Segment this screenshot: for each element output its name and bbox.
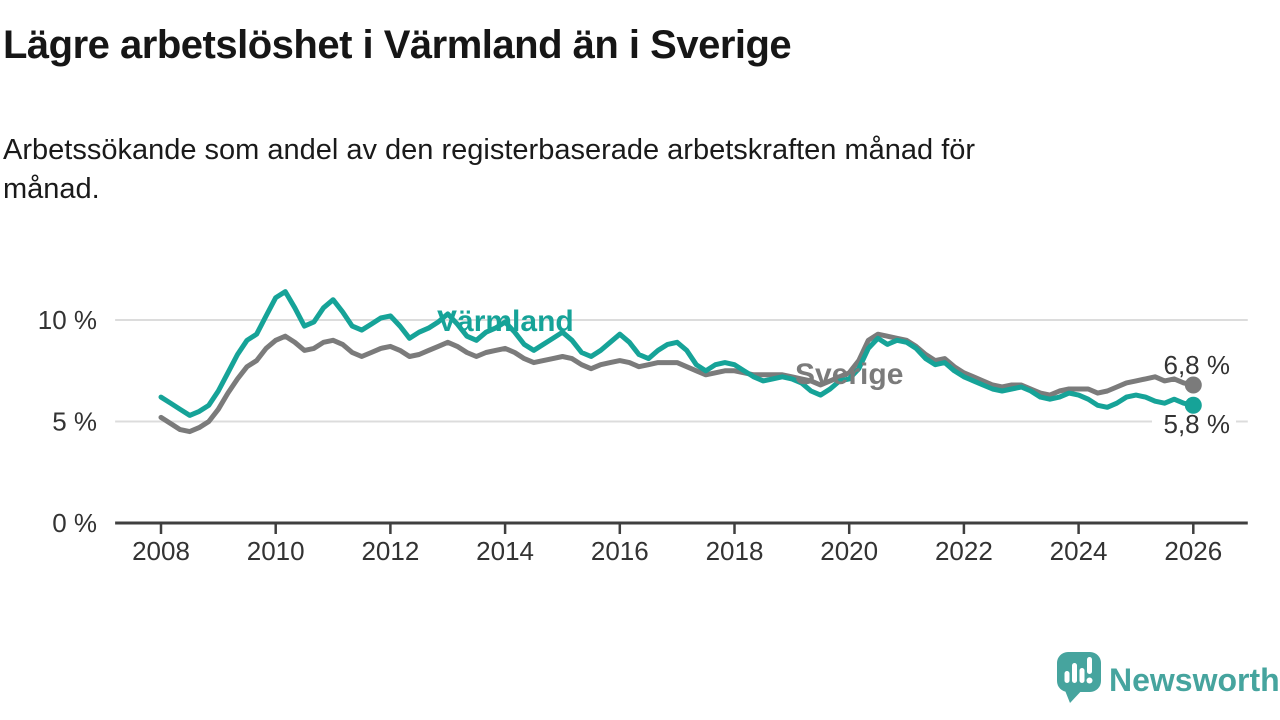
y-tick-label-5: 5 % bbox=[52, 407, 97, 437]
x-tick-label-2012: 2012 bbox=[361, 536, 419, 566]
x-tick-label-2020: 2020 bbox=[820, 536, 878, 566]
x-tick-label-2014: 2014 bbox=[476, 536, 534, 566]
y-tick-label-0: 0 % bbox=[52, 508, 97, 538]
end-value-varmland: 5,8 % bbox=[1164, 409, 1231, 439]
end-dot-värmland bbox=[1184, 396, 1202, 414]
end-dot-sverige bbox=[1184, 376, 1202, 394]
x-tick-label-2010: 2010 bbox=[247, 536, 305, 566]
series-label-sverige: Sverige bbox=[795, 358, 903, 391]
x-tick-label-2018: 2018 bbox=[706, 536, 764, 566]
brand-name: Newsworthy bbox=[1109, 662, 1280, 698]
chart-axis: 0 % 5 % 10 % 2008 2010 2012 2014 2016 2018 2020 20… bbox=[38, 305, 1248, 566]
x-tick-label-2026: 2026 bbox=[1164, 536, 1222, 566]
subtitle-line-1: Arbetssökande som andel av den registerb… bbox=[3, 134, 976, 166]
x-tick-label-2016: 2016 bbox=[591, 536, 649, 566]
series-label-varmland: Värmland bbox=[437, 305, 574, 338]
series-lines bbox=[158, 289, 1202, 435]
line-värmland bbox=[158, 289, 1196, 418]
x-tick-label-2022: 2022 bbox=[935, 536, 993, 566]
x-tick-label-2008: 2008 bbox=[132, 536, 190, 566]
x-tick-label-2024: 2024 bbox=[1050, 536, 1108, 566]
page-subtitle: Arbetssökande som andel av den registerb… bbox=[3, 131, 975, 209]
end-value-sverige: 6,8 % bbox=[1164, 350, 1231, 380]
y-tick-label-10: 10 % bbox=[38, 305, 97, 335]
subtitle-line-2: månad. bbox=[3, 173, 100, 205]
newsworthy-logo-icon bbox=[1057, 652, 1101, 703]
page-title: Lägre arbetslöshet i Värmland än i Sveri… bbox=[3, 23, 792, 67]
